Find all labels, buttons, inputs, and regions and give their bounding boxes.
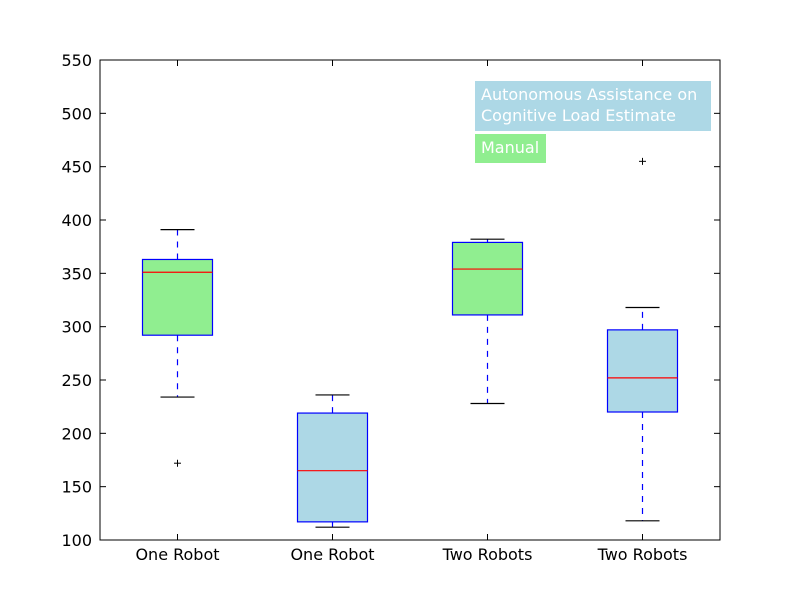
- y-tick-label: 500: [61, 104, 92, 123]
- y-tick-label: 200: [61, 424, 92, 443]
- y-tick-label: 100: [61, 531, 92, 550]
- x-tick-label: Two Robots: [442, 545, 533, 564]
- plot-area: 100 150 200 250 300 350 400 450 500 550 One Robot O…: [61, 51, 721, 564]
- box-3: [451, 238, 524, 405]
- box-1: [141, 229, 214, 467]
- legend-label: Autonomous Assistance on: [481, 85, 697, 104]
- y-tick-label: 150: [61, 478, 92, 497]
- x-tick-label: Two Robots: [597, 545, 688, 564]
- plot-frame: [99, 59, 721, 541]
- box-2: [296, 394, 369, 528]
- y-tick-label: 400: [61, 211, 92, 230]
- x-tick-label: One Robot: [290, 545, 374, 564]
- y-tick-label: 550: [61, 51, 92, 70]
- x-tick-label: One Robot: [135, 545, 219, 564]
- legend-entry-1: Autonomous Assistance on Cognitive Load E…: [475, 81, 711, 131]
- legend-label: Cognitive Load Estimate: [481, 106, 676, 125]
- legend-label: Manual: [481, 138, 539, 157]
- legend-entry-2: Manual: [475, 134, 546, 163]
- y-tick-label: 300: [61, 318, 92, 337]
- outlier-point: [639, 157, 646, 165]
- legend-swatch: [475, 134, 546, 163]
- box-body: [606, 329, 679, 413]
- legend: Autonomous Assistance on Cognitive Load E…: [475, 81, 711, 163]
- y-tick-label: 250: [61, 371, 92, 390]
- box-4: [606, 157, 679, 522]
- box-body: [296, 412, 369, 523]
- legend-swatch: [475, 81, 711, 131]
- outlier-point: [174, 459, 181, 467]
- box-body: [141, 258, 214, 336]
- y-tick-label: 450: [61, 158, 92, 177]
- y-tick-label: 350: [61, 264, 92, 283]
- box-body: [451, 241, 524, 316]
